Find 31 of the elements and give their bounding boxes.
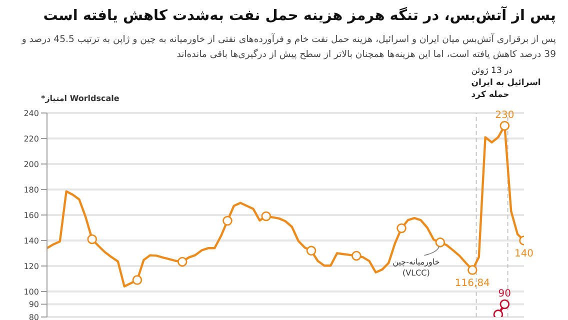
data-label: 230 (495, 110, 514, 121)
text: در 13 ژوئن اسرائیل به ایران حمله کرد (471, 66, 541, 100)
point (306, 246, 316, 256)
point (493, 310, 504, 317)
y-tick-label: 140 (24, 236, 39, 246)
data-label: 116,84 (454, 278, 490, 290)
y-tick-label: 200 (24, 160, 39, 169)
point (396, 223, 406, 234)
data-label: 90 (498, 288, 512, 300)
point (222, 216, 232, 226)
y-tick-label: 90 (28, 300, 39, 310)
point (468, 265, 478, 275)
point (261, 211, 272, 222)
y-tick-label: 220 (24, 134, 39, 144)
point (132, 275, 142, 285)
point (500, 120, 510, 131)
point (352, 250, 362, 261)
point (435, 238, 446, 248)
y-tick-label: 240 (24, 108, 39, 118)
chart-title: پس از آتش‌بس، در تنگه هرمز هزینه حمل نفت به‌شدت کاهش یافته است (42, 8, 556, 24)
y-tick-label: 120 (24, 262, 39, 271)
y-axis-title: *امتیاز Worldscale (41, 94, 120, 103)
y-tick-label: 80 (28, 312, 39, 320)
point (177, 256, 188, 267)
y-tick-label: 100 (24, 287, 39, 296)
y-tick-label: 180 (24, 185, 39, 194)
chart-subtitle: پس از برقراری آتش‌بس میان ایران و اسرائیل، هزینه حمل نفت خام و فرآورده‌های نفتی از خاورمیانه به چین و ژاپن به ترتیب 45.5 درصد و 39 درصد کاهش یافته است، اما این هزینه‌ها همچنان بالاتر از سطح پیش از درگیری‌ها باقی مانده‌اند (21, 32, 556, 62)
data-label: 140 (514, 248, 534, 260)
y-tick-label: 160 (24, 210, 39, 220)
point (87, 234, 98, 244)
point (500, 299, 510, 310)
